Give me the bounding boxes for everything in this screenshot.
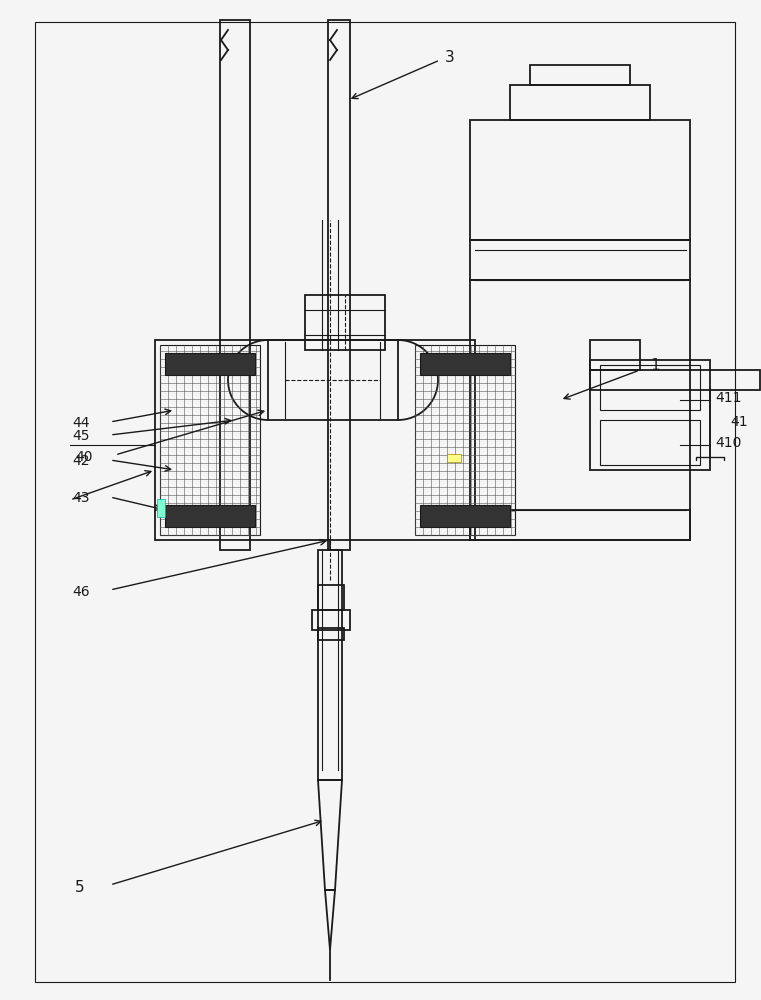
Bar (328, 20, 350, 550)
Text: 410: 410 (715, 436, 741, 450)
Bar (470, 120, 690, 240)
Bar (420, 353, 510, 375)
Text: 1: 1 (650, 358, 660, 372)
Bar (590, 360, 710, 470)
Bar (318, 585, 344, 610)
Bar (530, 65, 630, 85)
Bar (165, 505, 255, 527)
Text: 5: 5 (75, 880, 84, 894)
Bar (305, 295, 385, 350)
Bar (157, 499, 165, 517)
Text: 40: 40 (75, 450, 93, 464)
Bar (220, 20, 250, 550)
Bar (318, 628, 344, 640)
Bar (165, 353, 255, 375)
Bar (318, 550, 342, 780)
Bar (590, 370, 760, 390)
Text: 3: 3 (445, 50, 455, 66)
Text: 411: 411 (715, 391, 741, 405)
Bar (470, 280, 690, 540)
Bar (312, 610, 350, 630)
Bar (470, 510, 690, 540)
Bar (420, 505, 510, 527)
Text: 42: 42 (72, 454, 90, 468)
Text: 46: 46 (72, 585, 90, 599)
Bar (268, 340, 398, 420)
Bar (470, 240, 690, 280)
Bar (590, 340, 640, 370)
Bar (415, 345, 515, 535)
Bar (447, 454, 461, 462)
Bar (160, 345, 260, 535)
Bar (510, 85, 650, 120)
Text: 45: 45 (72, 429, 90, 443)
Bar (600, 365, 700, 410)
Bar (600, 420, 700, 465)
Text: 41: 41 (730, 415, 747, 429)
Text: 43: 43 (72, 491, 90, 505)
Bar (155, 340, 475, 540)
Text: 44: 44 (72, 416, 90, 430)
